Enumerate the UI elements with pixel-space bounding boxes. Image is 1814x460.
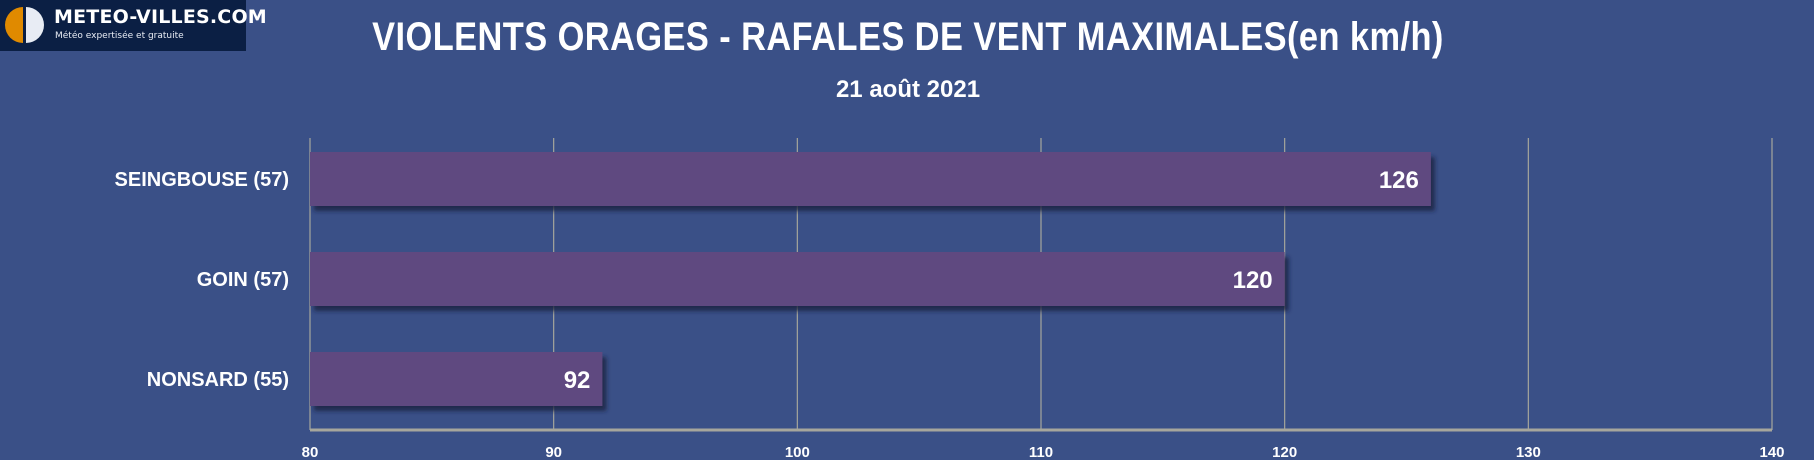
x-tick-label: 120 <box>1272 444 1297 460</box>
bar <box>310 152 1431 206</box>
data-label: 92 <box>564 367 591 394</box>
x-tick-label: 100 <box>785 444 810 460</box>
logo-name: METEO-VILLES.COM <box>54 6 267 28</box>
x-tick-label: 80 <box>302 444 319 460</box>
x-tick-label: 90 <box>545 444 562 460</box>
chart-title: VIOLENTS ORAGES - RAFALES DE VENT MAXIMA… <box>372 15 1444 59</box>
logo-half-moon-icon <box>5 7 44 43</box>
logo: METEO-VILLES.COM Météo expertisée et gra… <box>0 0 267 51</box>
chart-subtitle: 21 août 2021 <box>835 76 981 103</box>
x-tick-label: 110 <box>1029 444 1053 460</box>
bar <box>310 352 603 406</box>
data-label: 126 <box>1379 167 1419 194</box>
logo-tagline: Météo expertisée et gratuite <box>55 31 184 41</box>
bar <box>310 252 1285 306</box>
x-tick-label: 130 <box>1516 444 1541 460</box>
category-label: SEINGBOUSE (57) <box>115 169 289 191</box>
x-tick-label: 140 <box>1759 444 1784 460</box>
category-label: NONSARD (55) <box>147 369 289 391</box>
category-label: GOIN (57) <box>197 269 289 291</box>
data-label: 120 <box>1233 267 1273 294</box>
